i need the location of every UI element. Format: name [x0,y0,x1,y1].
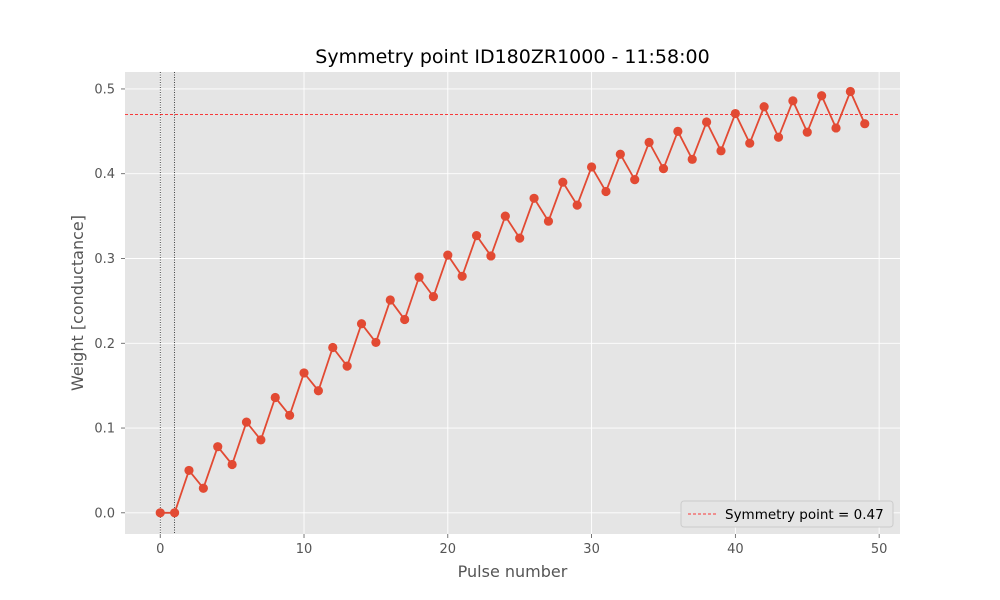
x-tick-label: 20 [440,542,457,557]
x-axis-label: Pulse number [458,562,568,581]
x-tick-label: 10 [296,542,313,557]
data-point [155,508,165,518]
data-point [702,117,712,127]
data-point [400,314,410,325]
data-point [745,138,755,148]
x-tick-label: 40 [727,542,744,557]
x-tick-label: 0 [156,542,164,557]
data-point [256,435,266,445]
legend: Symmetry point = 0.47 [680,500,894,528]
data-point [428,292,439,302]
data-point [802,127,812,137]
data-point [198,483,208,493]
data-point [817,91,827,101]
chart-title: Symmetry point ID180ZR1000 - 11:58:00 [315,46,709,68]
data-point [285,410,295,420]
plot-background [125,72,900,534]
data-point [788,96,798,106]
y-axis-label: Weight [conductance] [68,215,87,391]
data-point [586,162,597,172]
data-point [601,186,611,197]
data-point [730,108,740,119]
data-point [658,164,669,174]
data-point [457,271,467,281]
data-point [644,137,654,147]
data-point [486,251,496,261]
data-point [342,361,352,371]
y-tick-label: 0.2 [94,337,115,352]
data-point [170,508,180,518]
data-point [500,211,510,221]
data-point [313,386,323,396]
y-tick-label: 0.5 [94,82,115,97]
x-tick-label: 30 [583,542,600,557]
data-point [630,175,640,185]
data-point [860,119,870,129]
data-point [213,442,223,452]
data-point [241,417,252,427]
data-point [773,132,784,142]
x-ticks: 0 10 20 30 40 50 [156,534,887,557]
data-point [529,193,539,203]
data-point [845,86,855,97]
data-point [471,231,482,241]
grid [125,72,900,534]
legend-box [680,500,894,528]
y-tick-label: 0.4 [94,167,115,182]
data-point [299,368,309,378]
data-point [443,250,453,260]
data-point [759,102,769,112]
data-point [543,216,554,226]
data-point [831,123,841,133]
reference-lines [125,72,900,534]
y-tick-label: 0.0 [94,506,115,521]
legend-label: Symmetry point = 0.47 [725,507,884,523]
data-point [385,295,395,305]
data-point [716,146,726,156]
data-point [414,272,424,282]
y-tick-label: 0.3 [94,252,115,267]
data-point [328,342,338,353]
y-ticks: 0.0 0.1 0.2 0.3 0.4 0.5 [94,82,125,521]
data-point [184,465,194,476]
y-tick-label: 0.1 [94,422,115,437]
data-point [356,319,367,329]
data-point [615,149,625,159]
data-point [270,392,280,403]
series-layer [155,86,870,518]
data-point [227,459,237,470]
data-point [572,200,582,210]
data-point [371,337,381,348]
data-point [673,126,683,136]
x-tick-label: 50 [871,542,888,557]
data-point [558,177,568,187]
data-point [515,233,525,243]
data-point [687,154,697,164]
